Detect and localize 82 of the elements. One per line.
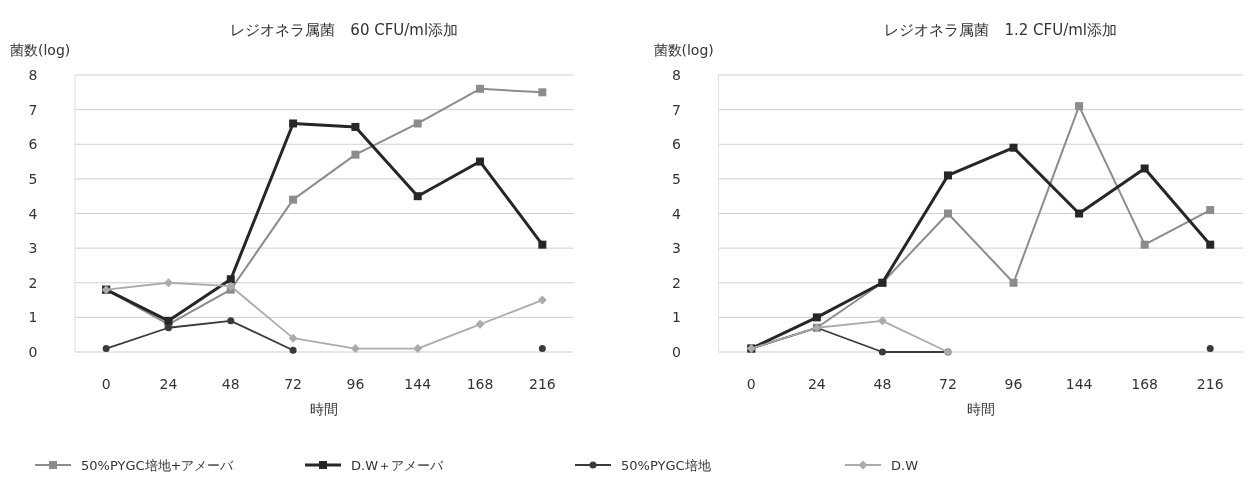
x-tick-label: 24 xyxy=(807,376,826,392)
point xyxy=(1075,102,1084,111)
point xyxy=(878,348,886,356)
point xyxy=(164,316,173,325)
point xyxy=(226,275,235,284)
x-tick-label: 216 xyxy=(1196,376,1224,392)
x-tick-label: 24 xyxy=(159,376,178,392)
y-tick-label: 4 xyxy=(672,205,682,222)
point xyxy=(289,119,298,128)
chart-title: レジオネラ属菌 60 CFU/ml添加 xyxy=(230,21,459,39)
x-tick-label: 216 xyxy=(528,376,556,392)
point xyxy=(476,157,485,166)
y-tick-label: 8 xyxy=(28,67,38,83)
point xyxy=(1206,345,1214,353)
point xyxy=(351,150,360,159)
y-tick-label: 1 xyxy=(672,309,681,326)
point xyxy=(1206,240,1215,249)
y-axis-title: 菌数(log) xyxy=(653,42,714,58)
x-tick-label: 72 xyxy=(939,376,957,392)
point xyxy=(289,346,297,354)
x-tick-label: 72 xyxy=(284,376,303,392)
y-tick-label: 8 xyxy=(672,67,681,83)
point xyxy=(943,209,952,218)
y-tick-label: 3 xyxy=(672,240,681,257)
x-tick-label: 168 xyxy=(466,376,494,392)
point xyxy=(877,316,887,326)
x-tick-label: 48 xyxy=(873,376,892,392)
y-axis-title: 菌数(log) xyxy=(10,42,71,58)
point xyxy=(812,313,821,322)
y-tick-label: 4 xyxy=(28,205,38,222)
y-tick-label: 5 xyxy=(672,170,681,187)
point xyxy=(943,171,952,180)
point xyxy=(1009,278,1018,287)
y-tick-label: 5 xyxy=(28,170,38,187)
point xyxy=(289,195,298,204)
point xyxy=(288,333,298,343)
legend-label: 50%PYGC培地 xyxy=(621,458,711,473)
x-tick-label: 144 xyxy=(404,376,432,392)
y-tick-label: 6 xyxy=(672,136,682,153)
y-tick-label: 2 xyxy=(672,274,681,291)
point xyxy=(538,240,547,249)
y-tick-label: 7 xyxy=(672,101,681,118)
x-tick-label: 96 xyxy=(1004,376,1023,392)
y-tick-label: 3 xyxy=(28,240,38,257)
point xyxy=(164,324,172,332)
point xyxy=(413,192,422,201)
x-tick-label: 96 xyxy=(346,376,365,392)
point xyxy=(537,295,547,305)
point xyxy=(163,278,173,288)
y-tick-label: 7 xyxy=(28,101,38,118)
point xyxy=(538,345,546,353)
point xyxy=(351,122,360,131)
x-tick-label: 48 xyxy=(221,376,240,392)
point xyxy=(1009,143,1018,152)
chart-title: レジオネラ属菌 1.2 CFU/ml添加 xyxy=(884,21,1118,39)
x-axis-title: 時間 xyxy=(310,401,339,417)
point xyxy=(476,84,485,93)
point xyxy=(350,344,360,354)
x-axis-title: 時間 xyxy=(966,401,995,417)
y-tick-label: 2 xyxy=(28,274,38,291)
point xyxy=(413,119,422,128)
point xyxy=(1075,209,1084,218)
y-tick-label: 6 xyxy=(28,136,38,153)
point xyxy=(1206,206,1215,215)
y-tick-label: 1 xyxy=(28,309,38,326)
x-tick-label: 0 xyxy=(101,376,111,392)
x-tick-label: 0 xyxy=(746,376,756,392)
legend-label: D.W xyxy=(891,458,919,473)
point xyxy=(1140,164,1149,173)
point xyxy=(538,88,547,97)
point xyxy=(227,317,235,325)
x-tick-label: 144 xyxy=(1065,376,1093,392)
point xyxy=(413,344,423,354)
point xyxy=(226,281,236,291)
point xyxy=(102,345,110,353)
legend-label: D.W＋アメーバ xyxy=(351,458,444,473)
point xyxy=(475,319,485,329)
legend-label: 50%PYGC培地+アメーバ xyxy=(81,458,235,473)
y-tick-label: 0 xyxy=(672,344,681,360)
point xyxy=(1140,240,1149,249)
x-tick-label: 168 xyxy=(1131,376,1159,392)
y-tick-label: 0 xyxy=(28,344,38,360)
